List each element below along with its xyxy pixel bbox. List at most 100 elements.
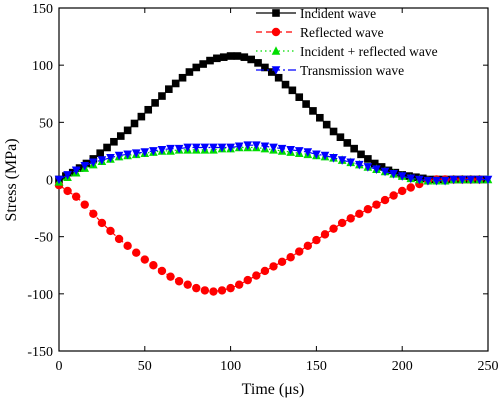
legend-item: Incident + reflected wave [256, 44, 438, 59]
data-point [80, 161, 90, 171]
data-point [346, 214, 355, 223]
data-point [337, 218, 347, 228]
data-point [206, 56, 214, 65]
series-1 [55, 52, 489, 184]
data-point [449, 175, 458, 185]
data-point [397, 172, 407, 181]
data-point [343, 139, 352, 147]
data-point [380, 167, 390, 177]
data-point [144, 105, 153, 114]
data-point [295, 93, 304, 101]
data-point [309, 107, 317, 115]
data-point [71, 192, 81, 201]
y-tick-label: -150 [27, 345, 53, 360]
data-point [260, 266, 270, 276]
data-point [336, 133, 345, 141]
data-point [96, 149, 104, 158]
data-point [217, 143, 227, 153]
x-tick-label: 150 [306, 359, 327, 374]
data-point [226, 283, 235, 293]
data-point [137, 112, 146, 121]
data-point [312, 150, 321, 160]
data-point [329, 127, 338, 136]
data-point [281, 80, 290, 89]
data-point [140, 148, 150, 157]
data-point [302, 100, 310, 108]
data-point [355, 209, 364, 218]
data-point [372, 165, 381, 175]
legend-item: Transmission wave [256, 63, 404, 78]
data-point [140, 255, 149, 264]
data-point [261, 63, 269, 72]
data-point [240, 53, 249, 61]
data-point [116, 132, 125, 140]
data-point [149, 147, 158, 156]
data-point [200, 286, 210, 295]
data-point [166, 144, 175, 154]
data-point [234, 142, 244, 152]
y-tick-label: 50 [39, 116, 53, 131]
data-point [406, 183, 415, 192]
data-point [171, 79, 180, 88]
data-point [252, 271, 261, 280]
data-point [269, 262, 278, 271]
data-point [123, 126, 132, 135]
data-point [209, 143, 218, 153]
data-point [157, 145, 167, 155]
data-point [363, 163, 373, 172]
y-tick-label: 100 [32, 59, 53, 74]
data-point [288, 86, 297, 95]
data-point [157, 266, 167, 276]
data-point [110, 137, 118, 146]
data-point [191, 143, 201, 153]
series-2 [54, 175, 484, 296]
data-point [277, 144, 287, 154]
data-point [149, 261, 158, 270]
data-point [123, 241, 132, 251]
x-tick-label: 0 [56, 359, 63, 374]
x-tick-label: 100 [220, 359, 241, 374]
data-point [106, 226, 115, 236]
data-point [103, 143, 111, 152]
data-point [185, 68, 194, 76]
data-point [132, 248, 141, 257]
data-point [254, 59, 262, 67]
data-point [398, 186, 407, 196]
data-point [183, 280, 192, 289]
legend-item: Reflected wave [256, 25, 384, 40]
data-point [192, 63, 201, 72]
data-point [389, 169, 398, 179]
data-point [457, 175, 467, 185]
data-point [68, 168, 77, 177]
x-tick-label: 250 [478, 359, 498, 374]
series-line [58, 178, 480, 293]
legend-marker [272, 9, 280, 17]
data-point [364, 155, 372, 163]
x-tick-label: 200 [392, 359, 413, 374]
data-point [350, 144, 358, 153]
legend-marker [271, 27, 281, 37]
data-point [346, 158, 356, 168]
data-point [475, 175, 484, 185]
data-point [165, 85, 173, 93]
data-point [89, 158, 98, 168]
data-point [123, 150, 132, 160]
data-point [277, 257, 287, 267]
data-point [440, 176, 450, 186]
x-tick-label: 50 [138, 359, 152, 374]
data-point [418, 174, 427, 183]
y-axis-title: Stress (MPa) [3, 138, 20, 221]
y-tick-label: -50 [34, 231, 53, 246]
data-point [355, 160, 364, 170]
data-point [226, 143, 235, 153]
data-point [192, 283, 201, 293]
data-point [158, 92, 166, 100]
data-point [80, 200, 89, 209]
data-point [329, 153, 338, 163]
data-point [320, 230, 330, 239]
x-axis-title: Time (μs) [242, 381, 305, 398]
data-point [209, 287, 218, 296]
legend-item: Incident wave [256, 6, 376, 21]
data-point [131, 149, 141, 159]
